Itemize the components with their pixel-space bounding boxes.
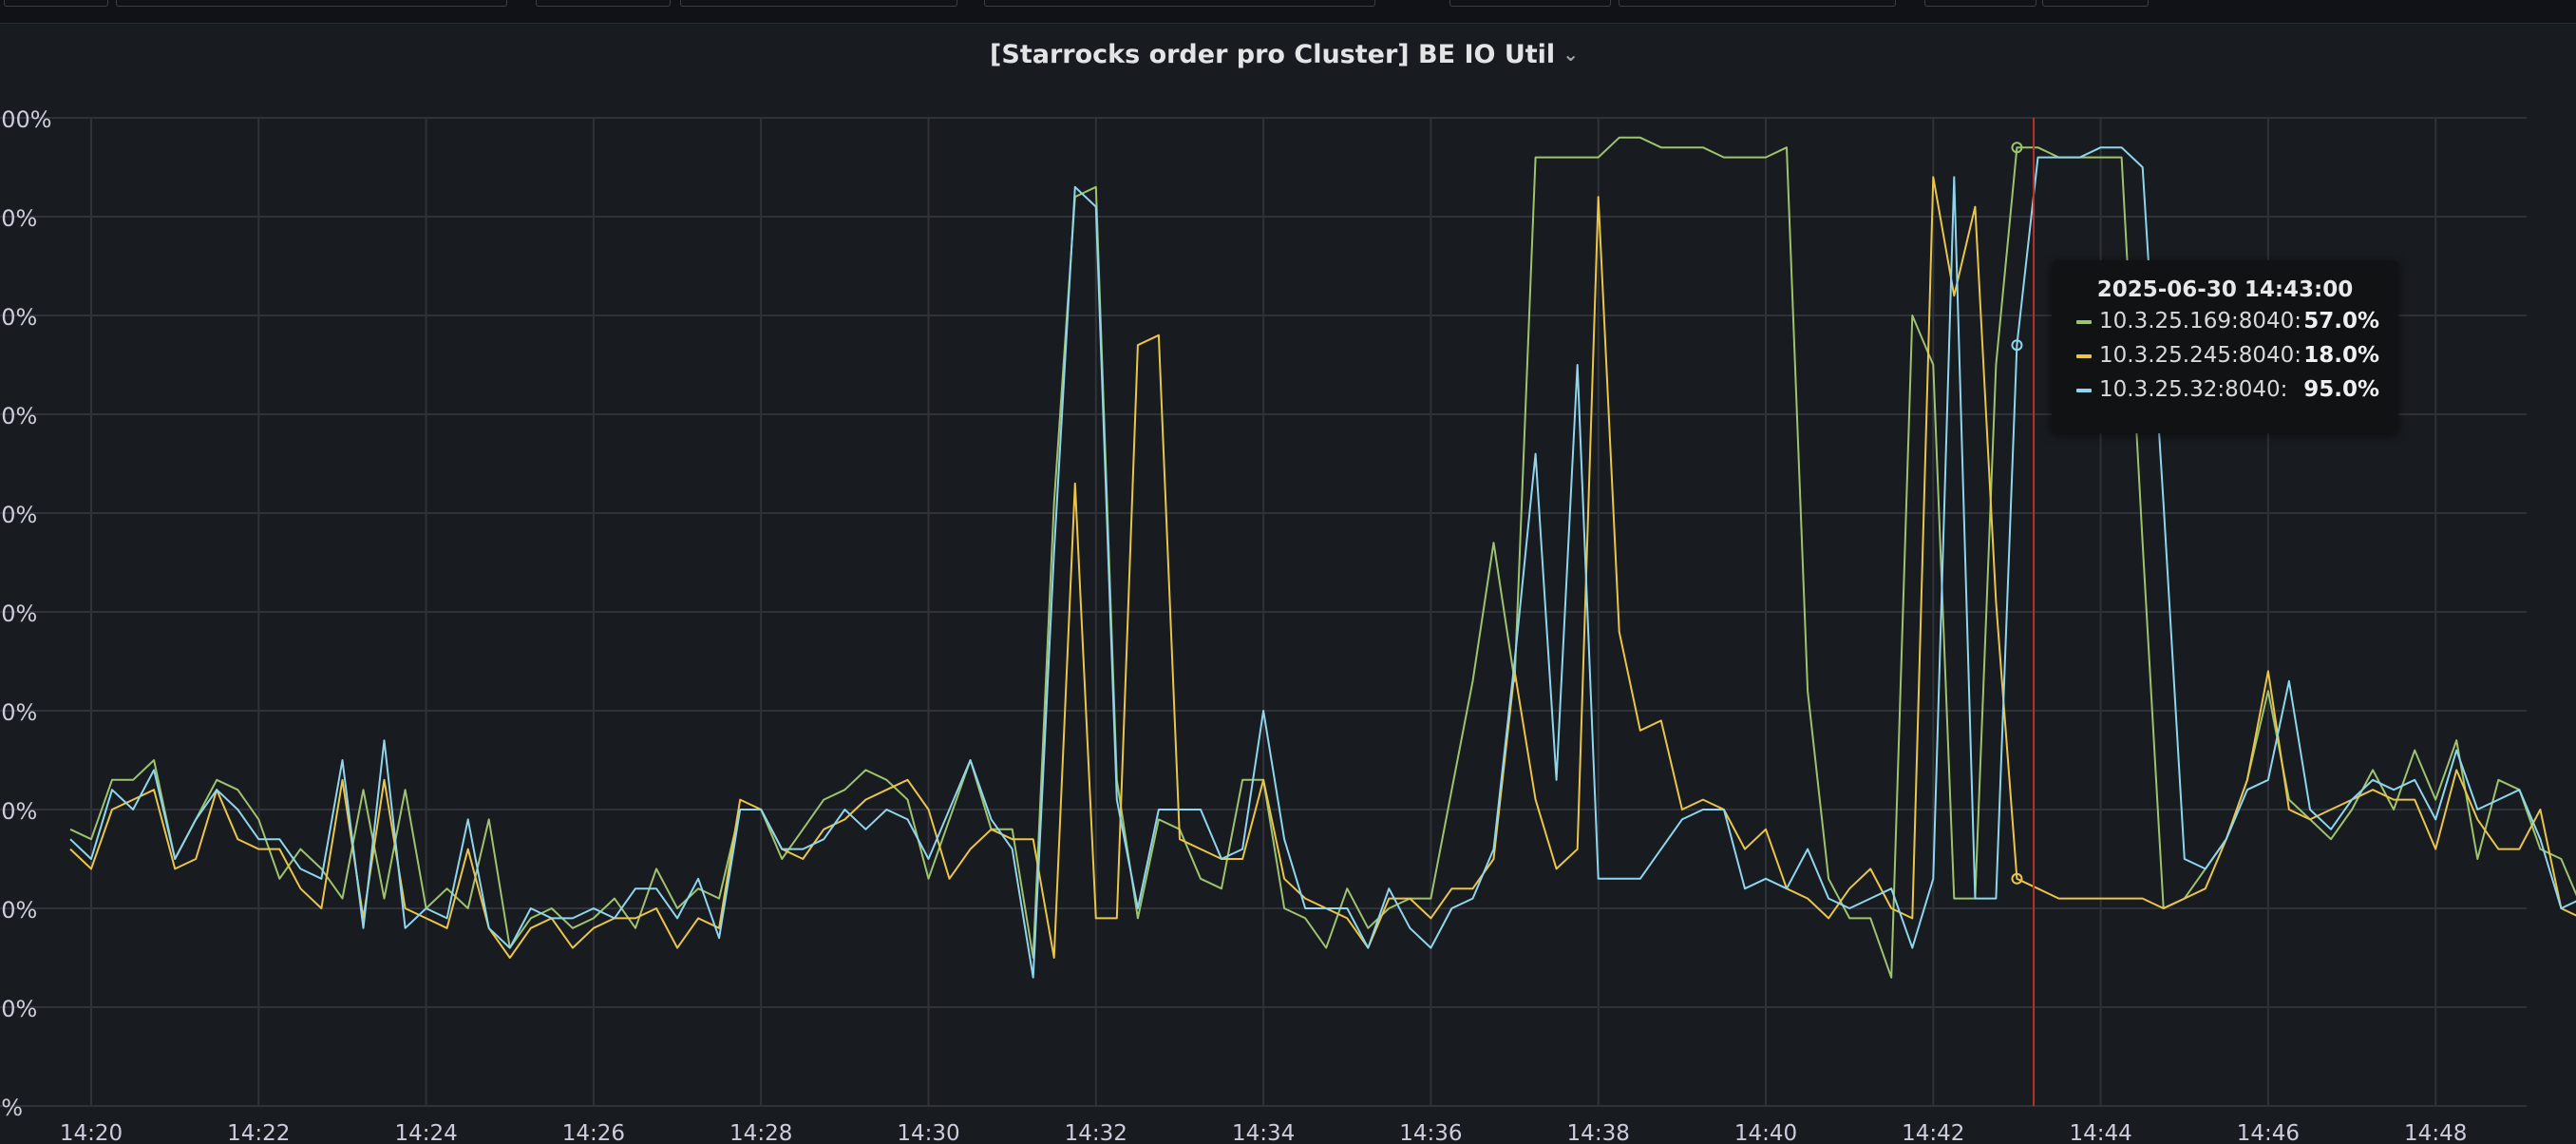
x-tick-label: 14:20: [60, 1121, 123, 1144]
y-tick-label: 80%: [0, 304, 37, 331]
toolbar-control[interactable]: [4, 0, 108, 7]
series-color-swatch: [2076, 320, 2092, 324]
chevron-down-icon[interactable]: ⌄: [1563, 43, 1579, 66]
x-tick-label: 14:24: [394, 1121, 457, 1144]
tooltip-row: 10.3.25.32:8040: 95.0%: [2052, 372, 2398, 407]
x-tick-label: 14:26: [562, 1121, 625, 1144]
toolbar-control[interactable]: [2042, 0, 2149, 7]
x-tick-label: 14:42: [1902, 1121, 1964, 1144]
tooltip-series-value: 95.0%: [2303, 377, 2379, 402]
tooltip-row: 10.3.25.169:8040: 57.0%: [2052, 304, 2398, 338]
x-tick-label: 14:34: [1232, 1121, 1295, 1144]
y-tick-label: 10%: [0, 996, 37, 1022]
panel-title[interactable]: [Starrocks order pro Cluster] BE IO Util…: [0, 34, 2572, 76]
y-tick-label: 20%: [0, 897, 37, 924]
toolbar-control[interactable]: [536, 0, 671, 7]
x-axis-labels: 14:20 14:22 14:24 14:26 14:28 14:30 14:32 14:34…: [60, 1121, 2467, 1144]
y-tick-label: 60%: [0, 502, 37, 528]
tooltip-row: 10.3.25.245:8040: 18.0%: [2052, 338, 2398, 372]
toolbar-control[interactable]: [680, 0, 957, 7]
x-tick-label: 14:36: [1399, 1121, 1462, 1144]
tooltip-series-value: 57.0%: [2303, 309, 2379, 334]
cursor-point: [2011, 142, 2023, 154]
toolbar-control[interactable]: [116, 0, 507, 7]
chart-series: [69, 136, 2576, 979]
tooltip-series-label: 10.3.25.169:8040:: [2099, 309, 2302, 334]
y-tick-label: 90%: [0, 205, 37, 232]
cursor-point: [2011, 872, 2023, 885]
x-tick-label: 14:46: [2237, 1121, 2300, 1144]
x-tick-label: 14:40: [1734, 1121, 1797, 1144]
y-tick-label: 100%: [0, 106, 52, 133]
tooltip-series-label: 10.3.25.32:8040:: [2099, 377, 2288, 402]
toolbar-control[interactable]: [1619, 0, 1896, 7]
toolbar-control[interactable]: [984, 0, 1375, 7]
x-tick-label: 14:32: [1065, 1121, 1127, 1144]
hover-cursor: [2011, 118, 2036, 1106]
tooltip-series-label: 10.3.25.245:8040:: [2099, 343, 2302, 368]
series-color-swatch: [2076, 389, 2092, 392]
series-line: [69, 146, 2576, 979]
x-tick-label: 14:22: [227, 1121, 290, 1144]
x-tick-label: 14:30: [897, 1121, 959, 1144]
dashboard-toolbar: [0, 0, 2576, 24]
x-tick-label: 14:38: [1567, 1121, 1630, 1144]
y-tick-label: 0%: [0, 1095, 23, 1121]
y-tick-label: 70%: [0, 403, 37, 429]
y-tick-label: 30%: [0, 798, 37, 825]
x-tick-label: 14:28: [729, 1121, 792, 1144]
tooltip-time: 2025-06-30 14:43:00: [2096, 277, 2354, 302]
cursor-point: [2011, 339, 2023, 352]
toolbar-control[interactable]: [1449, 0, 1611, 7]
x-tick-label: 14:44: [2069, 1121, 2131, 1144]
x-tick-label: 14:48: [2404, 1121, 2467, 1144]
toolbar-control[interactable]: [1924, 0, 2036, 7]
chart-tooltip: 2025-06-30 14:43:00 10.3.25.169:8040: 57…: [2052, 260, 2398, 433]
y-tick-label: 40%: [0, 699, 37, 726]
series-color-swatch: [2076, 354, 2092, 358]
panel-title-text: [Starrocks order pro Cluster] BE IO Util: [990, 40, 1556, 69]
y-axis-labels: 0% 10% 20% 30% 40% 50% 60% 70% 80% 90% 100%: [0, 106, 52, 1121]
tooltip-series-value: 18.0%: [2303, 343, 2379, 368]
y-tick-label: 50%: [0, 601, 37, 627]
